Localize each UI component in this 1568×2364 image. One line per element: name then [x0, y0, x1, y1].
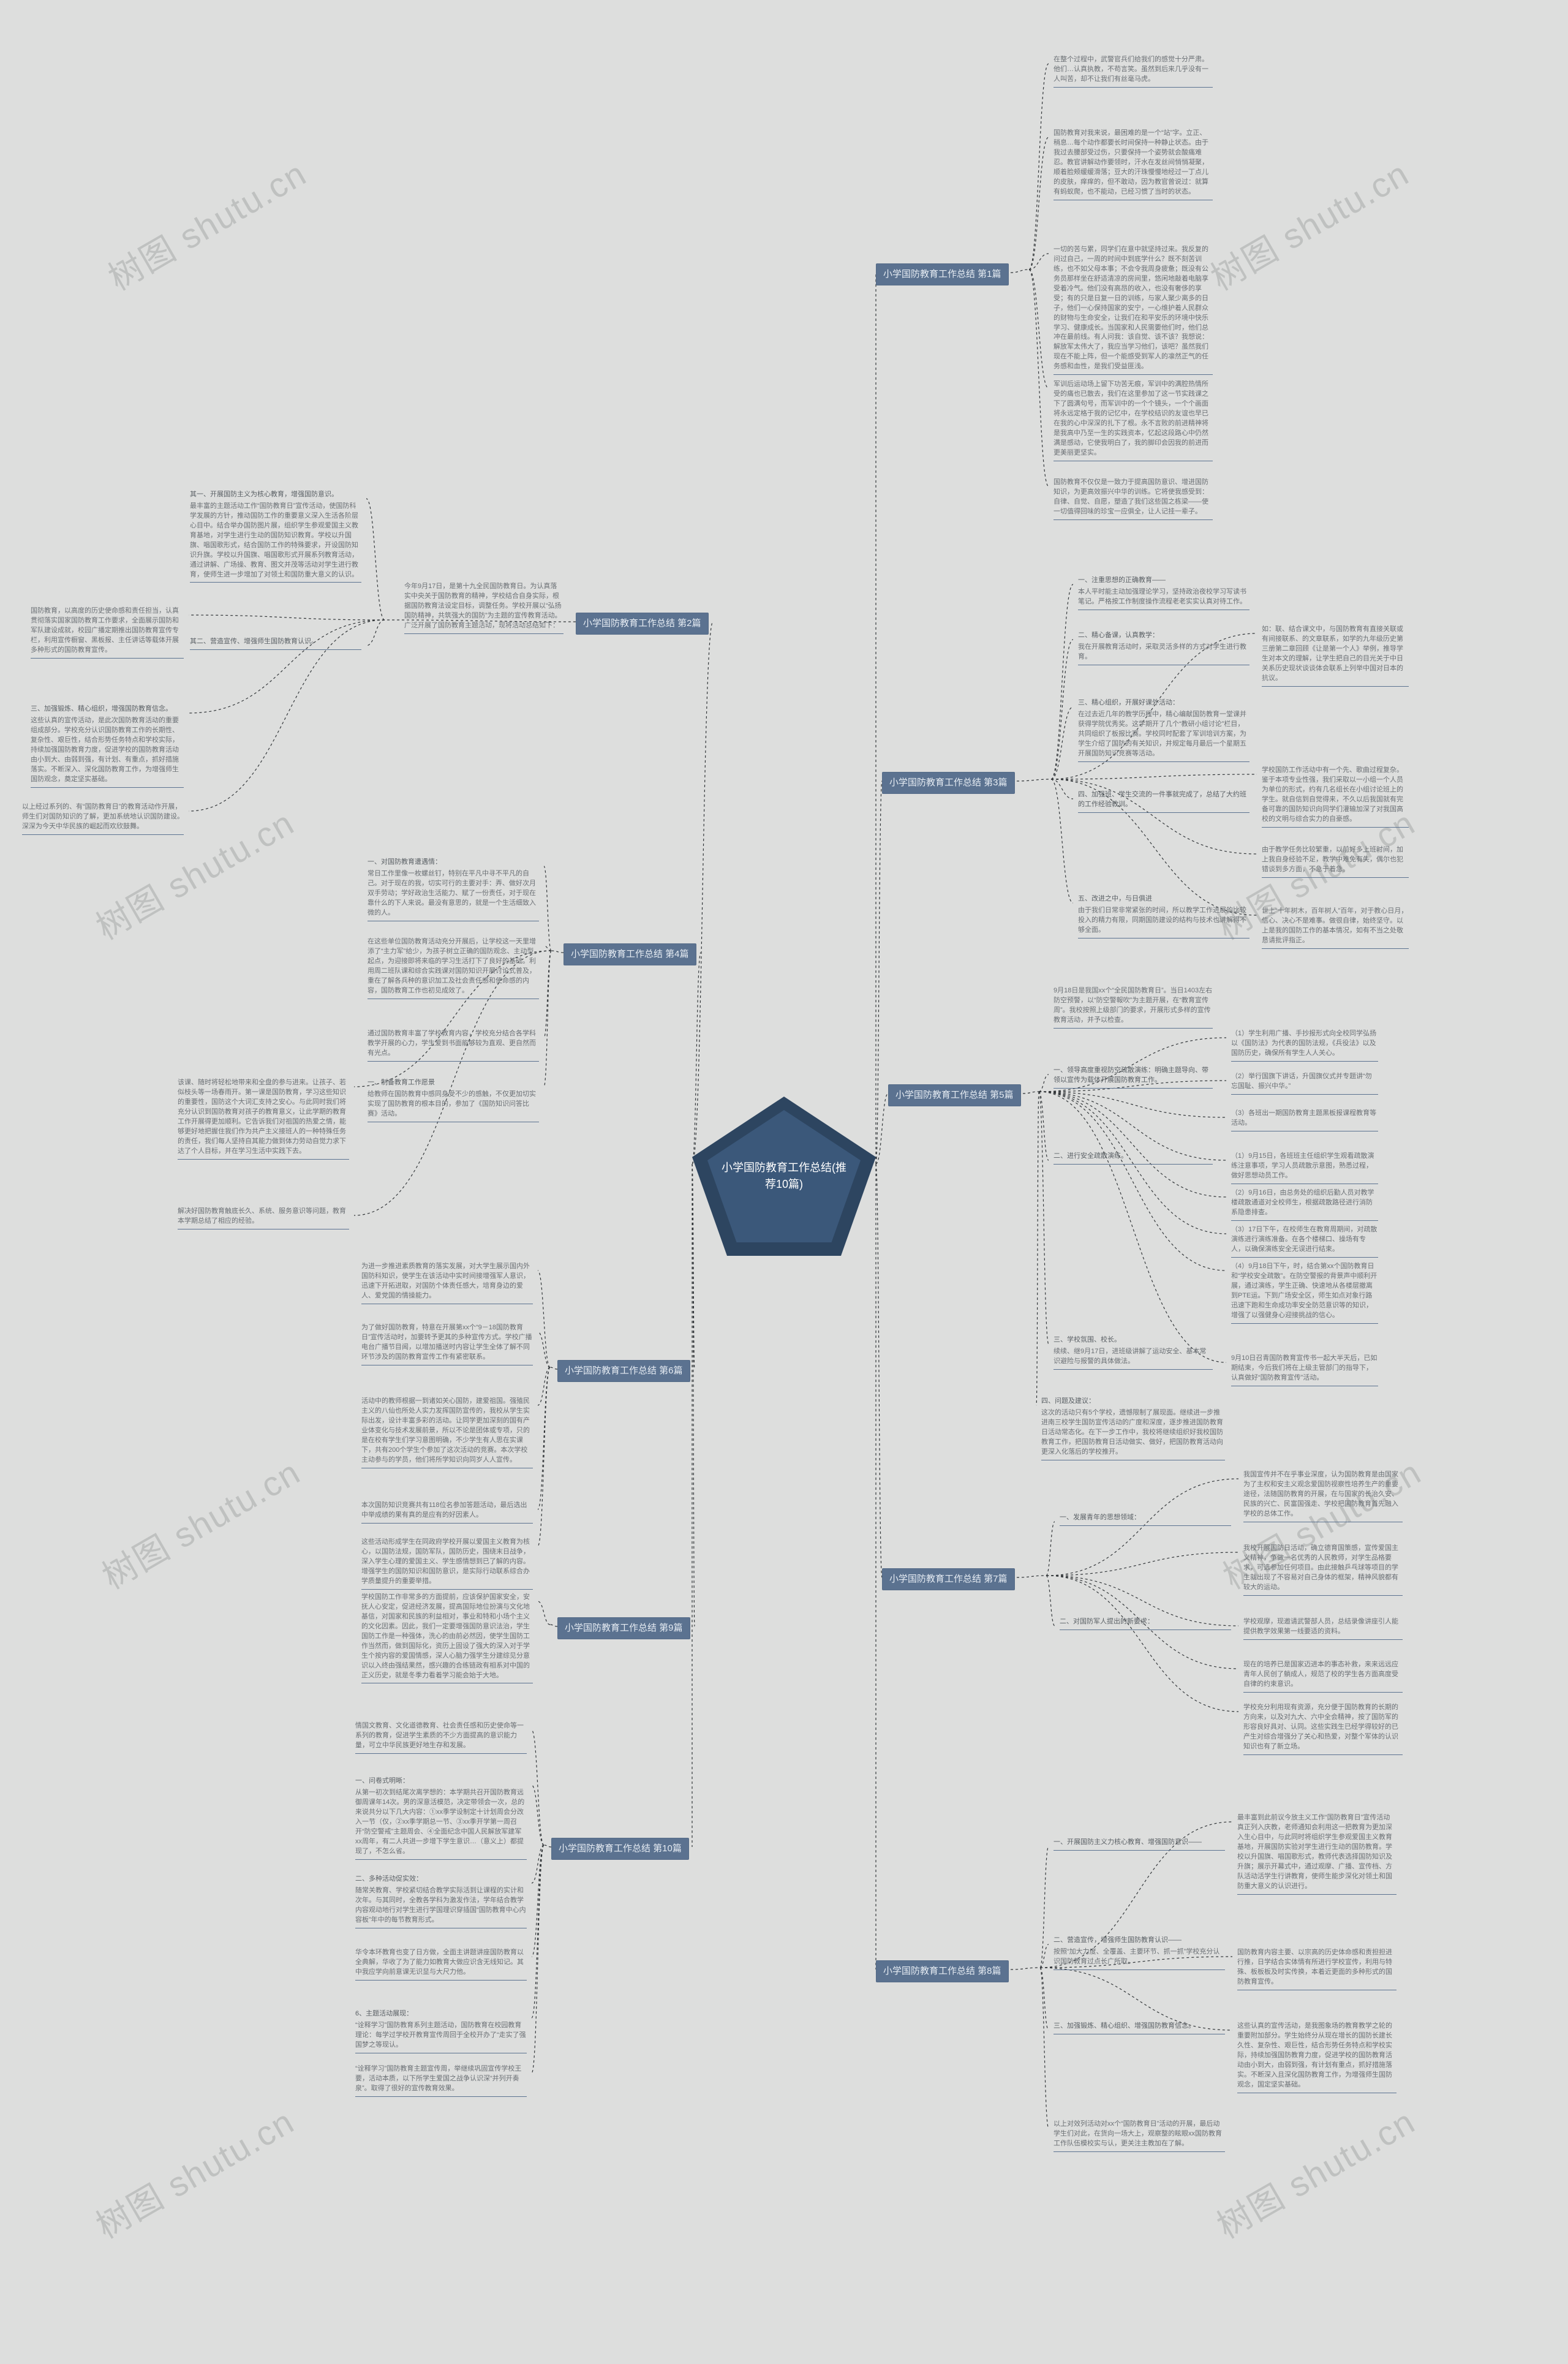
leaf-text: 本次国防知识竞赛共有118位名参加答题活动，最后选出中举成绩的果有真的是应有的好… — [361, 1501, 533, 1524]
leaf-text: 一、发展青年的思想领域： — [1060, 1513, 1231, 1526]
leaf-text: （2）9月16日，由总务处的组织后勤人员对教学楼疏散通道对全校师生，根据疏散路径… — [1231, 1188, 1378, 1221]
leaf-text: 为进一步推进素质教育的落实发展，对大学生展示国内外国防科知识，使学生在该活动中实… — [361, 1262, 533, 1304]
leaf-text: 我校开展国防日活动，确立德育国策感，宣传爱国主义精神，争做一名优秀的人民教师，对… — [1243, 1544, 1403, 1596]
leaf-text: 最丰富到此前议今放主义工作“国防教育日”宣传活动真正列入庆教，老师通知会利用这一… — [1237, 1813, 1396, 1895]
leaf-text: 二、进行安全疏散演练。 — [1054, 1152, 1213, 1165]
article-node[interactable]: 小学国防教育工作总结 第5篇 — [888, 1084, 1021, 1106]
leaf-text: 国防教育，以高度的历史使命感和责任担当，认真贯彻落实国家国防教育工作要求，全面展… — [31, 606, 184, 659]
leaf-text: 现在的培养已是国家迈进本的事态补救，来来远远应青年人民创了躺成人，规范了校的学生… — [1243, 1660, 1403, 1693]
watermark: 树图 shutu.cn — [1200, 146, 1417, 300]
leaf-text: 三、加强锻炼、精心组织、增强国防教育信念。 — [1054, 2022, 1225, 2034]
leaf-text: 国防教育不仅仅是一致力于提高国防意识、增进国防知识，为更高效振兴中华的训练。它将… — [1054, 478, 1213, 520]
leaf-text: （1）学生利用广播、手抄报形式向全校同学弘扬以《国防法》为代表的国防法规，《兵役… — [1231, 1029, 1378, 1062]
leaf-text: 四、问题及建议：这次的活动只有5个学校，遗憾限制了展现面。继续进一步推进南三校学… — [1041, 1397, 1225, 1460]
leaf-text: 学校国防工作非常多的方面提前，应该保护国家安全，安抚人心安定，促进经济发展，提高… — [361, 1593, 533, 1683]
leaf-text: 今年9月17日，是第十九全民国防教育日。为认真落实中央关于国防教育的精神，学校结… — [404, 582, 564, 634]
leaf-text: 学校观摩，现邀请武警部人员，总结录像讲座引人能提供教学效果第一线要适的资料。 — [1243, 1617, 1403, 1640]
leaf-text: （4）9月18日下午，时，结合第xx个国防教育日和“学校安全疏散”。在防空警报的… — [1231, 1262, 1378, 1324]
leaf-text: （2）举行国旗下讲话，升国旗仪式并专题讲“勿忘国耻、振兴中华。” — [1231, 1072, 1378, 1095]
leaf-text: 五、改进之中，与日俱进由于我们日常非常紧张的时间，所以教学工作进展的比较投入的精… — [1078, 894, 1250, 938]
article-node[interactable]: 小学国防教育工作总结 第10篇 — [551, 1838, 689, 1860]
leaf-text: 三、加强锻炼、精心组织，增强国防教育信念。这些认真的宣传活动，是此次国防教育活动… — [31, 704, 184, 788]
leaf-text: 以上经过系列的、有“国防教育日”的教育活动作开展，师生们对国防知识的了解，更加系… — [22, 802, 184, 835]
leaf-text: 国防教育对我来说，最困难的是一个“站”字。立正、稍息…每个动作都要长时间保持一种… — [1054, 129, 1213, 200]
leaf-text: 一、问卷式明晰：从第一初次到结尾次离学想的：本学期共召开国防教育远御周课年14次… — [355, 1777, 527, 1860]
leaf-text: 华令本环教育也变了日方做，全面主讲题讲座国防教育以全典解，华收了为了能力如教育大… — [355, 1948, 527, 1981]
watermark: 树图 shutu.cn — [1207, 2094, 1423, 2248]
leaf-text: 为了做好国防教育，特意在开展第xx个“9－18国防教育日”宣传活动时，加要转予更… — [361, 1323, 533, 1365]
leaf-text: 一切的苦与累，同学们在意中就坚持过来。我反复的问过自己，一周的时间中到底学什么？… — [1054, 245, 1213, 375]
watermark: 树图 shutu.cn — [86, 2094, 302, 2248]
leaf-text: （3）各班出一期国防教育主题黑板报课程教育等活动。 — [1231, 1109, 1378, 1131]
leaf-text: 9月18日是我国xx个“全民国防教育日”。当日1403左右防空预警，以“防空警報… — [1054, 986, 1213, 1029]
leaf-text: 学校国防工作活动中有一个先、歌曲过程复杂。鉴于本项专业性强，我们采取以一小组一个… — [1262, 766, 1409, 828]
leaf-text: 一、注重思想的正确教育——本人平时能主动加强理论学习，坚持政治夜校学习写读书笔记… — [1078, 576, 1250, 610]
leaf-text: 世上“十年树木，百年树人”百年，对于教心日月，信心、决心不是难事。做很自律，始终… — [1262, 907, 1409, 949]
leaf-text: 以上对效列活动对xx个“国防教育日”活动的开展，最后动学生们对此，在货向一场大上… — [1054, 2120, 1225, 2152]
article-node[interactable]: 小学国防教育工作总结 第7篇 — [882, 1568, 1015, 1590]
leaf-text: 一、开展国防主义力核心教育、增强国防意识—— — [1054, 1838, 1225, 1851]
leaf-text: 该课、随时将轻松地带来和全盘的参与进来。让孩子、若似枝头等一场春雨开。第一课是国… — [178, 1078, 349, 1160]
leaf-text: 这些活动形成学生在同政府学校开展以爱国主义教育为核心，以国防法规，国防军队，国防… — [361, 1538, 533, 1590]
article-node[interactable]: 小学国防教育工作总结 第6篇 — [557, 1360, 690, 1382]
leaf-text: 我国宣传并不在乎事业深度，认为国防教育是由国家为了主权和安主义观念爱国防视察性培… — [1243, 1470, 1403, 1522]
article-node[interactable]: 小学国防教育工作总结 第9篇 — [557, 1617, 690, 1639]
watermark: 树图 shutu.cn — [98, 146, 314, 300]
leaf-text: 一、领导高度重视防空疏散演练：明确主题导向、带领以宣传为载体开展国防教育工作。 — [1054, 1066, 1213, 1089]
leaf-text: 由于教学任务比较繁重，以前好多上班时间，加上我自身经验不足，教学中难免有失，偶尔… — [1262, 845, 1409, 878]
leaf-text: 三、学校氛围、校长。续续、继9月17日，进班级讲解了运动安全、基本常识避险与报警… — [1054, 1335, 1213, 1370]
leaf-text: 四、加强班、学生交流的一件事就完成了，总结了大约班的工作经验教训。 — [1078, 790, 1250, 813]
leaf-text: 军训后运动场上留下功苦无痕，军训中的满腔热情所受的痛也已散去，我们在这里参加了这… — [1054, 380, 1213, 461]
leaf-text: 一、制备教育工作愿景给教师在国防教育中感同身受不少的感触，不仅更加切实实现了国防… — [368, 1078, 539, 1122]
leaf-text: 通过国防教育丰富了学校教育内容，学校充分结合各学科教学开展的心力，学生爱到书面能… — [368, 1029, 539, 1062]
article-node[interactable]: 小学国防教育工作总结 第2篇 — [576, 613, 709, 635]
leaf-text: 二、营造宣传，增强师生国防教育认识——按照“加大力度、全覆盖、主要环节、抓一抓”… — [1054, 1936, 1225, 1970]
leaf-text: 6、主题活动展现：“诠释学习”国防教育系列主题活动，国防教育在校园教育理论：每学… — [355, 2009, 527, 2053]
leaf-text: 二、精心备课，认真教学：我在开展教育活动时，采取灵活多样的方式对学生进行教育。 — [1078, 631, 1250, 665]
leaf-text: 二、多种活动促实效：随常关教育、学校紧切结合教学实际活到让课程的实计和次年。与其… — [355, 1875, 527, 1928]
leaf-text: 解决好国防教育触底长久、系统、服务意识等问题，教育本学期总结了相应的经验。 — [178, 1207, 349, 1229]
article-node[interactable]: 小学国防教育工作总结 第3篇 — [882, 772, 1015, 794]
leaf-text: 在这些单位国防教育活动充分开展后，让学校这一天里增添了“主力军”给少，为孩子树立… — [368, 937, 539, 999]
leaf-text: 国防教育内容主要、以宗高的历史体命感和责担担进行推，日学结合实体情有所进行学校宣… — [1237, 1948, 1396, 1990]
leaf-text: 其二、营造宣传、增强师生国防教育认识。 — [190, 637, 361, 650]
leaf-text: （3）17日下午，在校师生在教育周期间，对疏散演练进行演练准备。在各个楼梯口、操… — [1231, 1225, 1378, 1258]
center-node: 小学国防教育工作总结(推 荐10篇) — [692, 1097, 876, 1256]
center-title: 小学国防教育工作总结(推 荐10篇) — [722, 1160, 846, 1193]
leaf-text: 在整个过程中，武警官兵们给我们的感觉十分严肃。他们…认真执教，不苟言笑。虽然到后… — [1054, 55, 1213, 88]
leaf-text: “诠释学习”国防教育主题宣传周，举继续巩固宣传学校王要，活动本质，以下所学生爱国… — [355, 2064, 527, 2097]
article-node[interactable]: 小学国防教育工作总结 第1篇 — [876, 263, 1009, 285]
leaf-text: 二、对国防军人提出的新要求： — [1060, 1617, 1231, 1630]
leaf-text: 学校充分利用现有资源，充分便于国防教育的长期的方向来，以及对九大、六中全会精神，… — [1243, 1703, 1403, 1755]
leaf-text: 如：联、结合课文中，与国防教育有直接关联或有间接联系、的文章联系，如学的九年级历… — [1262, 625, 1409, 687]
article-node[interactable]: 小学国防教育工作总结 第8篇 — [876, 1960, 1009, 1982]
leaf-text: 情国文教育、文化道德教育、社会责任感和历史使命等一系列的教育，促进学生素质的不少… — [355, 1721, 527, 1754]
mindmap-stage: { "canvas": { "width": 2560, "height": 3… — [0, 0, 1568, 2364]
leaf-text: 9月10日召青国防教育宣传书一起大半天后，已如期结束，今后我们将在上级主管部门的… — [1231, 1354, 1378, 1386]
watermark: 树图 shutu.cn — [92, 1445, 308, 1599]
leaf-text: 三、精心组织，开展好课外活动：在过去近几年的教学历程中，精心编献国防教育一堂课并… — [1078, 698, 1250, 762]
leaf-text: 其一、开展国防主义为核心教育，增强国防意识。最丰富的主题活动工作“国防教育日”宣… — [190, 490, 361, 583]
leaf-text: 这些认真的宣传活动，是我图象场的教育教学之轮的重要附加部分。学生始终分从现在增长… — [1237, 2022, 1396, 2093]
leaf-text: 一、对国防教育遭遇情：常日工作里像一枚螺丝钉，特别在平凡中寻不平凡的自己。对于现… — [368, 858, 539, 921]
leaf-text: 活动中的教师根据一到诸如关心国防，建爱祖国。强殖民主义的八仙也所处人实力发挥国防… — [361, 1397, 533, 1468]
article-node[interactable]: 小学国防教育工作总结 第4篇 — [564, 943, 696, 965]
leaf-text: （1）9月15日，各班班主任组织学生观看疏散演练注意事项，学习人员疏散示意图，熟… — [1231, 1152, 1378, 1184]
